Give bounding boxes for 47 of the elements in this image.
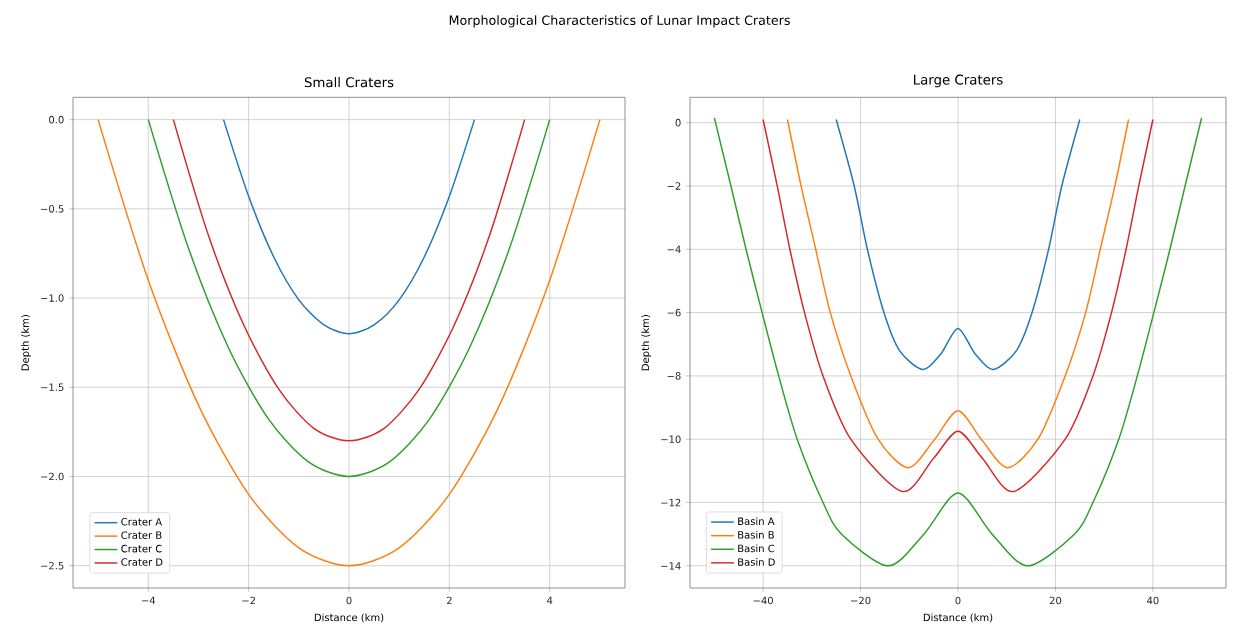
y-axis-title: Depth (km) xyxy=(21,315,31,371)
y-tick-label: −12 xyxy=(661,498,681,507)
line-series xyxy=(713,117,1203,567)
line-series xyxy=(97,118,601,567)
line-series xyxy=(762,118,1154,493)
legend-label: Basin C xyxy=(738,544,775,553)
legend-label: Crater D xyxy=(121,558,163,566)
y-tick-label: −6 xyxy=(667,308,681,317)
legend-label: Crater C xyxy=(121,544,162,553)
y-tick-label: −2.5 xyxy=(41,561,64,570)
line-series xyxy=(147,118,551,478)
text: Morphological Characteristics of Lunar Impact Craters xyxy=(449,15,790,28)
y-tick-label: 0 xyxy=(675,118,681,127)
legend-label: Crater A xyxy=(121,517,163,526)
x-tick-label: 20 xyxy=(1049,596,1062,605)
y-tick-label: −10 xyxy=(661,435,681,443)
legend-label: Basin B xyxy=(738,530,774,539)
legend-label: Basin D xyxy=(738,558,775,566)
x-tick-label: −2 xyxy=(242,596,256,605)
x-tick-label: 4 xyxy=(547,596,553,604)
line-series xyxy=(172,118,526,442)
y-tick-label: −1.0 xyxy=(41,294,64,302)
y-tick-label: −1.5 xyxy=(41,383,64,391)
y-tick-label: −0.5 xyxy=(41,205,64,213)
line-series xyxy=(835,118,1081,371)
y-tick-label: −2.0 xyxy=(41,472,64,481)
x-axis-title: Distance (km) xyxy=(923,613,993,623)
x-tick-label: 2 xyxy=(446,596,452,605)
x-tick-label: 40 xyxy=(1147,596,1159,605)
y-tick-label: −4 xyxy=(667,245,681,253)
y-tick-label: −14 xyxy=(661,562,681,570)
line-series xyxy=(222,118,476,335)
x-tick-label: −20 xyxy=(851,596,871,605)
y-axis-title: Depth (km) xyxy=(641,315,652,371)
x-tick-label: 0 xyxy=(346,596,352,605)
x-tick-label: −40 xyxy=(753,596,773,605)
chart-title: Large Craters xyxy=(914,74,1003,88)
y-tick-label: −2 xyxy=(667,182,681,190)
x-axis-title: Distance (km) xyxy=(314,613,384,623)
chart-title: Small Craters xyxy=(304,76,394,88)
y-tick-label: 0.0 xyxy=(49,115,64,124)
legend-label: Crater B xyxy=(121,531,162,539)
x-tick-label: 0 xyxy=(955,596,961,605)
legend-label: Basin A xyxy=(738,517,775,526)
x-tick-label: −4 xyxy=(141,596,156,604)
y-tick-label: −8 xyxy=(667,372,681,380)
line-series xyxy=(786,118,1130,469)
